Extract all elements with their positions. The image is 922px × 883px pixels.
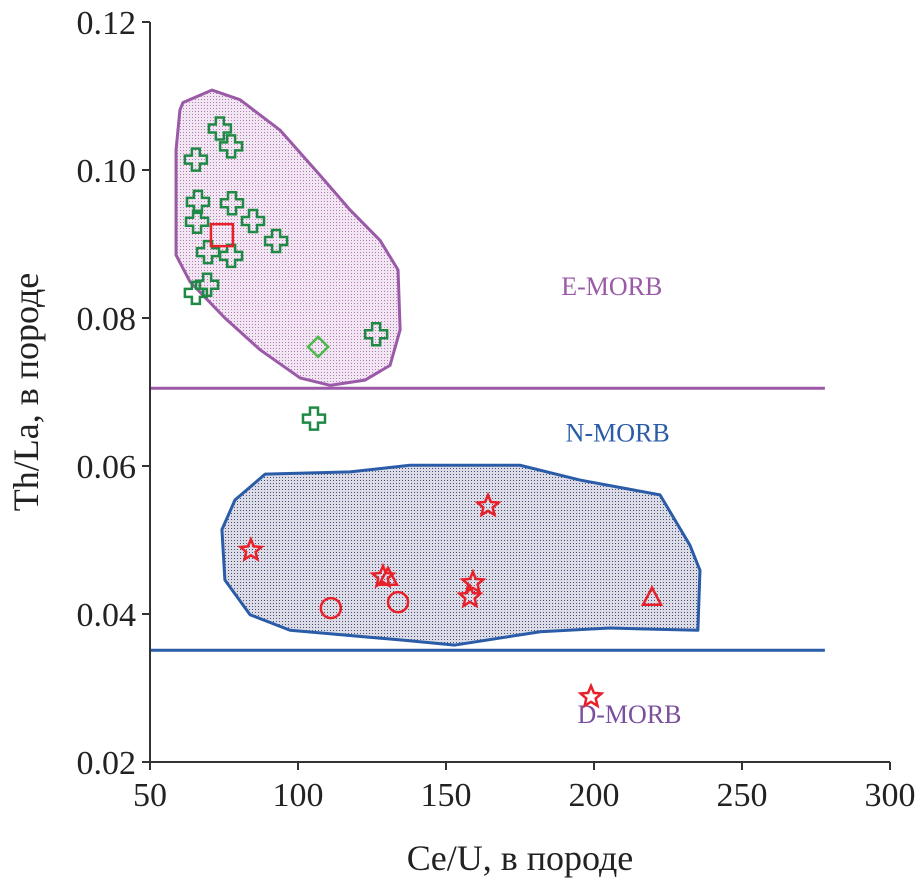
- y-tick-label: 0.06: [77, 449, 137, 486]
- cross-marker: [219, 191, 245, 216]
- triangle-marker: [640, 585, 664, 606]
- x-tick-label: 250: [717, 777, 768, 814]
- y-tick-label: 0.10: [77, 153, 137, 190]
- field-polygon: [220, 463, 702, 647]
- star-marker: [459, 568, 487, 595]
- diamond-marker: [306, 335, 330, 359]
- circle-marker: [319, 596, 343, 620]
- y-tick-label: 0.02: [77, 745, 137, 782]
- star-marker: [237, 536, 265, 562]
- circle-marker: [386, 590, 410, 614]
- cross-marker: [218, 134, 244, 159]
- region-label: N-MORB: [566, 419, 670, 448]
- x-tick-label: 100: [273, 777, 324, 814]
- star-marker: [474, 491, 502, 518]
- square-marker: [209, 222, 235, 248]
- cross-marker: [218, 243, 244, 269]
- x-tick-label: 50: [133, 777, 167, 814]
- y-tick-label: 0.04: [77, 597, 137, 634]
- cross-marker: [183, 280, 209, 306]
- x-tick-label: 150: [421, 777, 472, 814]
- star-marker: [456, 582, 484, 609]
- region-label: E-MORB: [561, 272, 662, 301]
- cross-marker: [183, 147, 209, 172]
- cross-marker: [240, 208, 266, 234]
- cross-marker: [301, 406, 327, 431]
- y-tick-label: 0.08: [77, 301, 137, 338]
- cross-marker: [363, 322, 389, 347]
- fields-layer: [174, 88, 702, 647]
- cross-marker: [184, 209, 210, 235]
- cross-marker: [195, 239, 221, 265]
- y-axis-label: Th/La, в породе: [6, 273, 46, 511]
- triangle-marker: [376, 565, 400, 586]
- x-axis-label: Ce/U, в породе: [407, 838, 634, 878]
- star-marker: [577, 682, 605, 709]
- data-points-layer: [183, 116, 664, 709]
- cross-marker: [263, 228, 289, 254]
- x-tick-label: 200: [569, 777, 620, 814]
- x-tick-label: 300: [865, 777, 916, 814]
- axes: 50 100 150 200 250 300 0.02 0.04 0.06 0.08 0.10 0.1…: [77, 5, 916, 814]
- cross-marker: [207, 116, 233, 141]
- y-tick-label: 0.12: [77, 5, 137, 42]
